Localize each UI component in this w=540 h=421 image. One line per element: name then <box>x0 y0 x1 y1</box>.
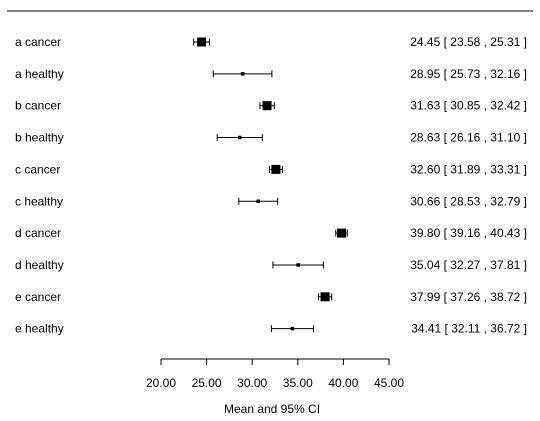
ci-text: 28.63 [ 26.16 , 31.10 ] <box>410 131 527 145</box>
forest-row: a healthy 28.95 [ 25.73 , 32.16 ] <box>15 67 527 81</box>
mean-box <box>240 72 245 76</box>
ci-text: 32.60 [ 31.89 , 33.31 ] <box>410 162 527 176</box>
ci-text: 39.80 [ 39.16 , 40.43 ] <box>410 226 527 240</box>
row-label: a cancer <box>15 35 61 49</box>
x-tick-label: 25.00 <box>192 376 222 390</box>
row-label: d cancer <box>15 226 61 240</box>
mean-box <box>337 228 347 238</box>
forest-row: e cancer 37.99 [ 37.26 , 38.72 ] <box>15 290 527 304</box>
row-label: d healthy <box>15 258 64 272</box>
forest-row: b healthy 28.63 [ 26.16 , 31.10 ] <box>15 131 527 145</box>
forest-row: e healthy 34.41 [ 32.11 , 36.72 ] <box>15 322 527 336</box>
ci-text: 35.04 [ 32.27 , 37.81 ] <box>410 258 527 272</box>
row-label: e cancer <box>15 290 61 304</box>
ci-text: 31.63 [ 30.85 , 32.42 ] <box>410 99 527 113</box>
mean-box <box>290 326 295 331</box>
forest-row: a cancer 24.45 [ 23.58 , 25.31 ] <box>15 35 527 49</box>
x-tick-label: 20.00 <box>146 376 176 390</box>
x-tick-label: 30.00 <box>237 376 267 390</box>
ci-text: 34.41 [ 32.11 , 36.72 ] <box>411 322 527 336</box>
x-axis-label: Mean and 95% CI <box>224 402 320 416</box>
mean-box <box>197 37 207 47</box>
row-label: a healthy <box>15 67 64 81</box>
row-label: e healthy <box>15 322 64 336</box>
row-label: b cancer <box>15 99 61 113</box>
x-tick-label: 35.00 <box>283 376 313 390</box>
x-tick-label: 40.00 <box>328 376 358 390</box>
forest-row: c healthy 30.66 [ 28.53 , 32.79 ] <box>15 194 527 208</box>
x-axis: 20.00 25.00 30.00 35.00 40.00 45.00 <box>146 358 404 390</box>
ci-text: 28.95 [ 25.73 , 32.16 ] <box>410 67 527 81</box>
mean-box <box>271 164 281 174</box>
x-tick-label: 45.00 <box>374 376 404 390</box>
row-label: b healthy <box>15 131 64 145</box>
forest-row: d cancer 39.80 [ 39.16 , 40.43 ] <box>15 226 527 240</box>
mean-box <box>320 292 330 302</box>
forest-rows: a cancer 24.45 [ 23.58 , 25.31 ] a healthy… <box>15 35 527 336</box>
forest-row: b cancer 31.63 [ 30.85 , 32.42 ] <box>15 99 527 113</box>
row-label: c healthy <box>15 194 63 208</box>
row-label: c cancer <box>15 162 60 176</box>
forest-row: c cancer 32.60 [ 31.89 , 33.31 ] <box>15 162 527 176</box>
mean-box <box>296 263 300 267</box>
forest-row: d healthy 35.04 [ 32.27 , 37.81 ] <box>15 258 527 272</box>
ci-text: 30.66 [ 28.53 , 32.79 ] <box>410 194 527 208</box>
mean-box <box>262 101 272 111</box>
mean-box <box>237 135 242 140</box>
mean-box <box>256 199 260 203</box>
ci-text: 37.99 [ 37.26 , 38.72 ] <box>410 290 527 304</box>
ci-text: 24.45 [ 23.58 , 25.31 ] <box>410 35 527 49</box>
